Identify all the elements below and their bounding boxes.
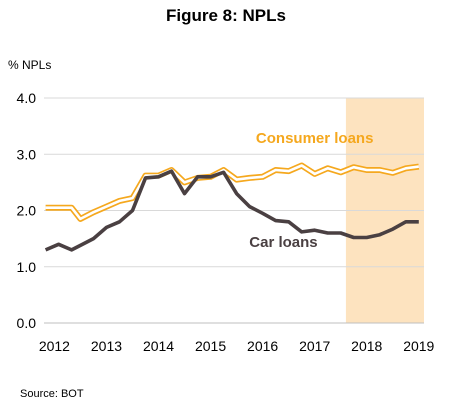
y-tick-label: 0.0 bbox=[17, 315, 37, 331]
source-note: Source: BOT bbox=[20, 388, 84, 400]
car-loans-label: Car loans bbox=[249, 234, 317, 251]
car-loans-line bbox=[44, 169, 419, 252]
x-tick-label: 2018 bbox=[351, 338, 382, 354]
x-tick-label: 2017 bbox=[299, 338, 330, 354]
x-tick-label: 2013 bbox=[91, 338, 122, 354]
x-tick-label: 2014 bbox=[143, 338, 174, 354]
y-axis-unit-label: % NPLs bbox=[8, 58, 51, 72]
consumer-loans-line-inner bbox=[45, 164, 419, 221]
x-tick-label: 2012 bbox=[39, 338, 70, 354]
x-tick-label: 2016 bbox=[247, 338, 278, 354]
x-tick-label: 2015 bbox=[195, 338, 226, 354]
consumer-loans-label: Consumer loans bbox=[256, 130, 374, 147]
x-tick-label: 2019 bbox=[403, 338, 434, 354]
chart-title: Figure 8: NPLs bbox=[166, 6, 286, 25]
y-tick-label: 4.0 bbox=[17, 90, 37, 106]
y-tick-label: 1.0 bbox=[17, 259, 37, 275]
y-tick-label: 2.0 bbox=[17, 203, 37, 219]
y-tick-label: 3.0 bbox=[17, 146, 37, 162]
